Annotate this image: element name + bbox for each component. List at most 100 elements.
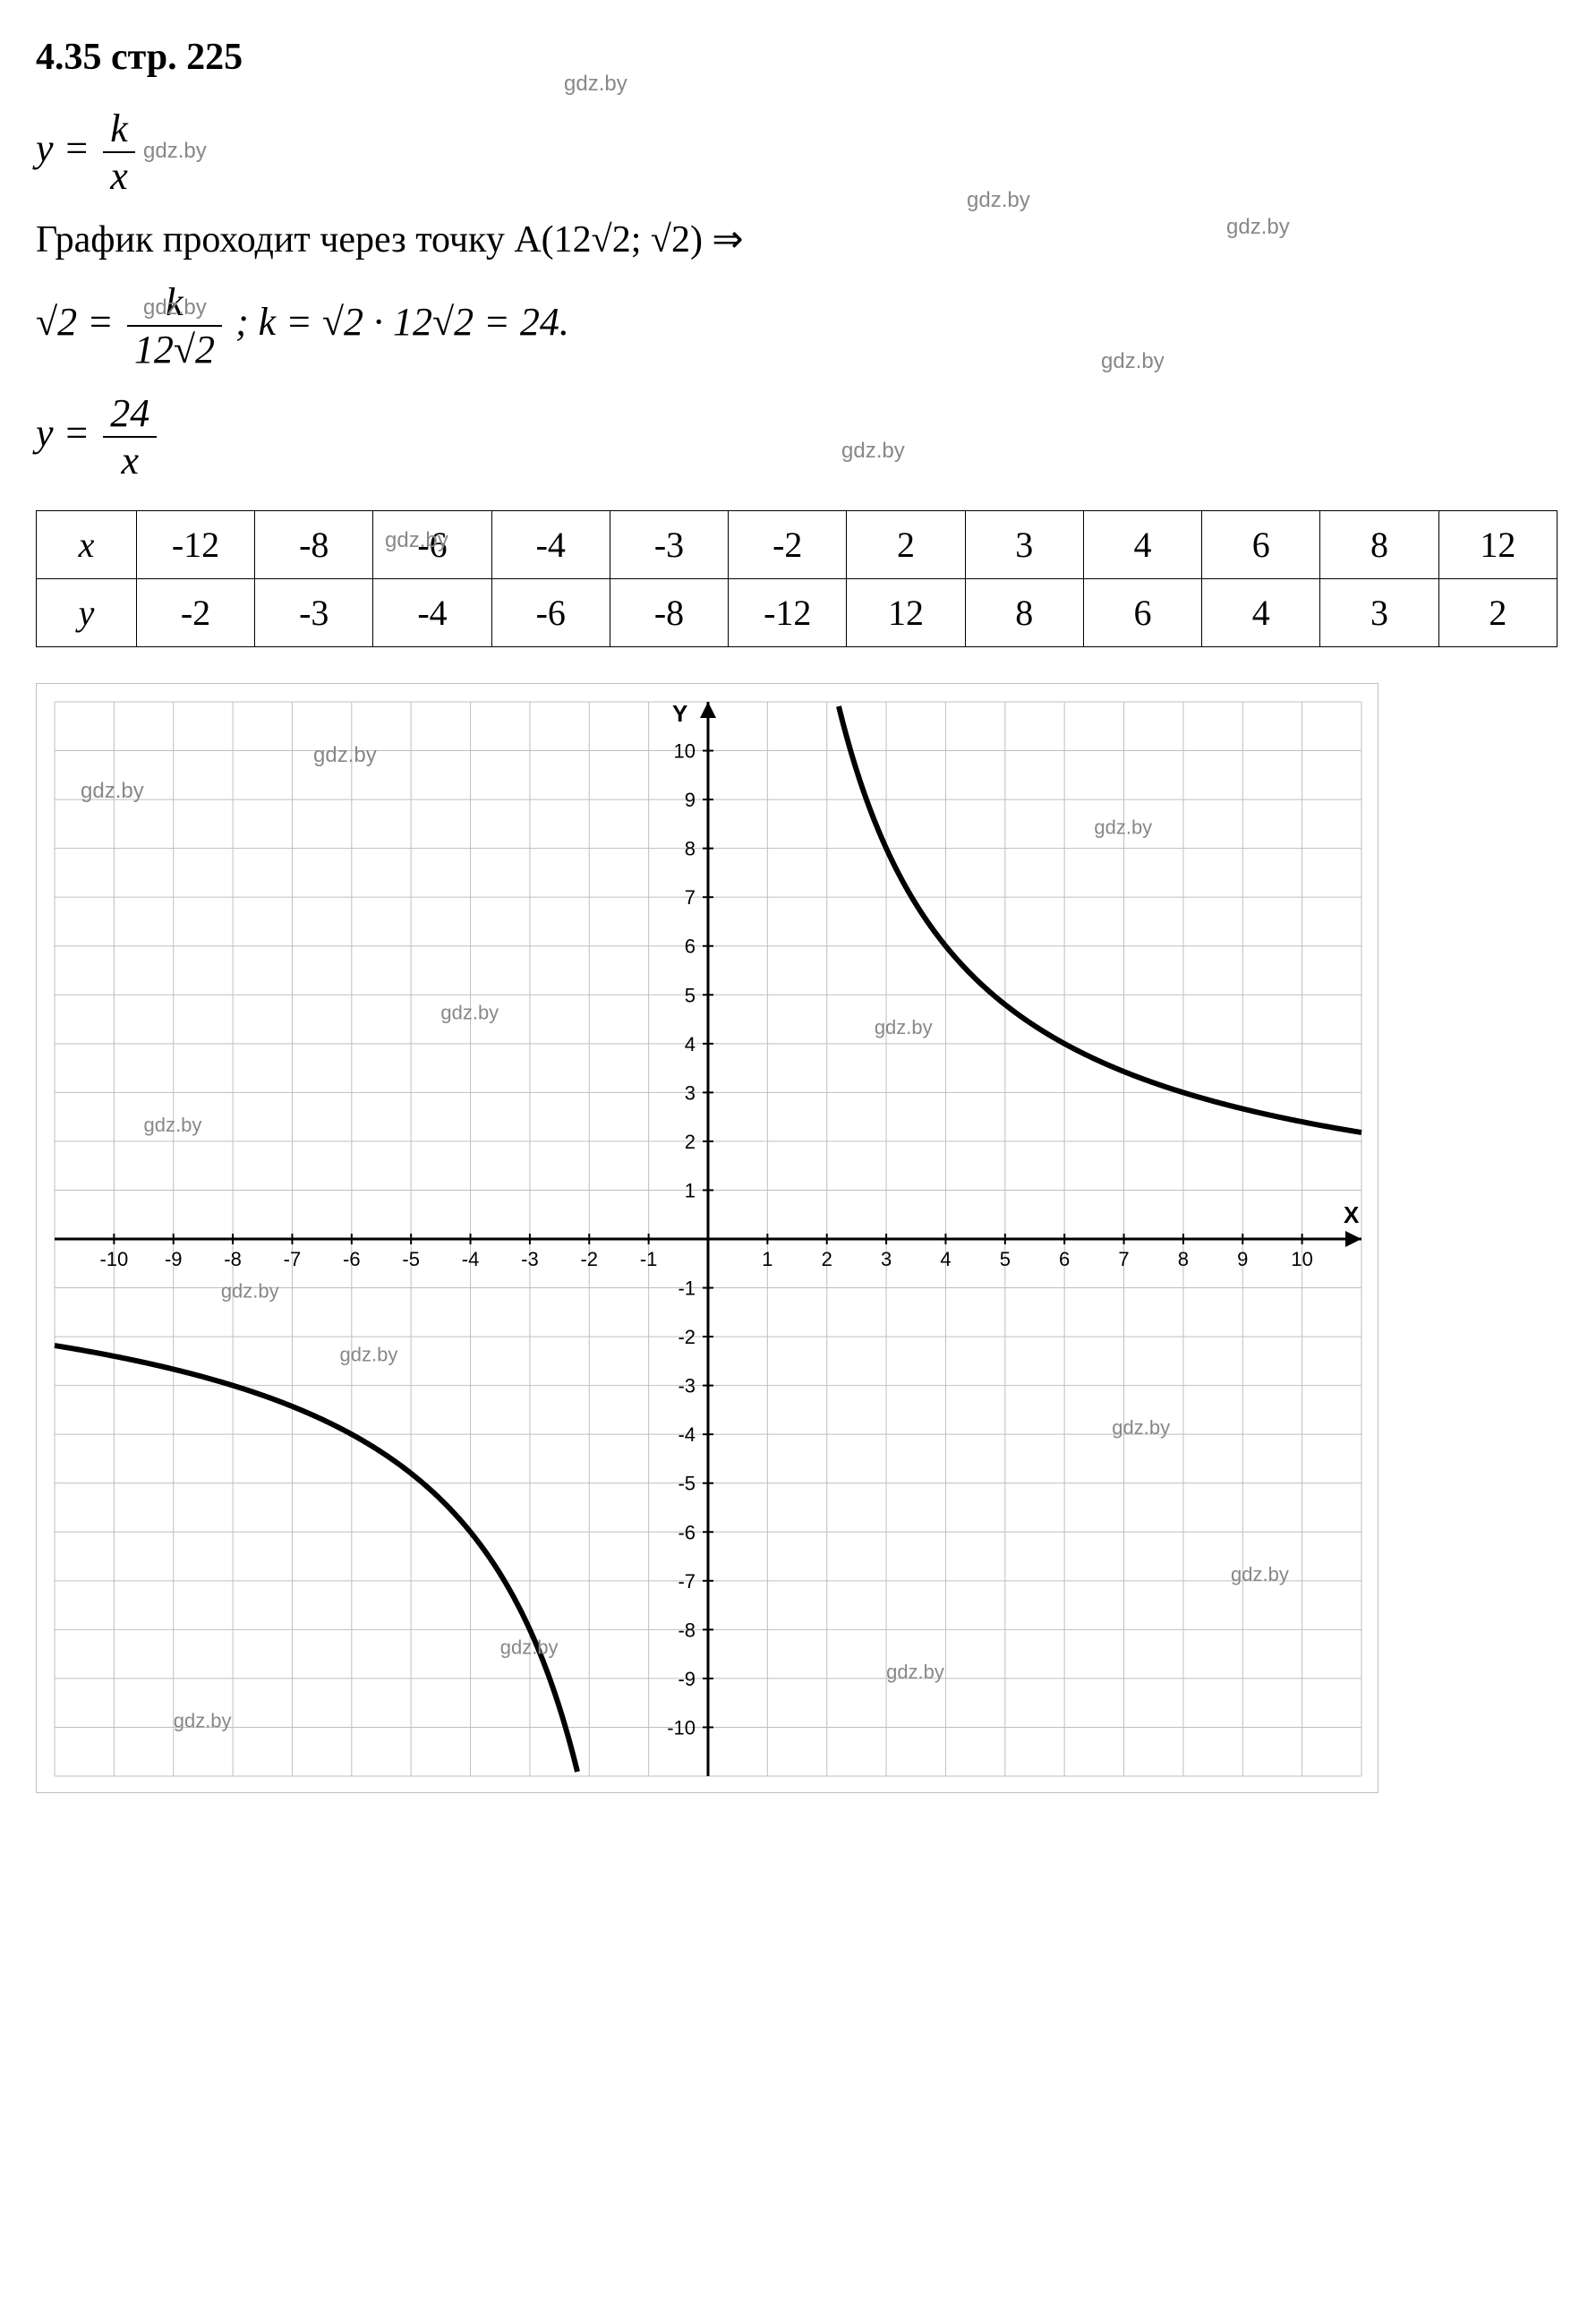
y-tick-label: 9: [685, 789, 696, 811]
denominator: 12√2: [127, 327, 222, 372]
y-tick-label: -7: [678, 1570, 696, 1593]
y-tick-label: -1: [678, 1277, 696, 1300]
x-axis-label: X: [1344, 1201, 1360, 1228]
table-cell: -2: [136, 579, 254, 647]
fraction: k 12√2: [127, 279, 222, 372]
x-tick-label: 4: [940, 1248, 951, 1270]
numerator: k: [127, 279, 222, 327]
watermark: gdz.by: [1112, 1416, 1170, 1439]
x-tick-label: 1: [762, 1248, 772, 1270]
y-tick-label: 7: [685, 886, 696, 909]
x-tick-label: -9: [165, 1248, 183, 1270]
table-cell: -3: [255, 579, 373, 647]
formula-y-k-x: y = k x: [36, 106, 1560, 199]
y-tick-label: -9: [678, 1668, 696, 1690]
y-tick-label: 10: [674, 740, 696, 763]
numerator: 24: [103, 390, 157, 438]
y-tick-label: -5: [678, 1473, 696, 1495]
f1-lhs: y =: [36, 126, 90, 170]
watermark: gdz.by: [174, 1709, 232, 1731]
watermark: gdz.by: [144, 1114, 202, 1136]
table-cell: -12: [729, 579, 847, 647]
table-cell: -6: [491, 579, 610, 647]
y-tick-label: -8: [678, 1619, 696, 1641]
table-cell: -8: [255, 511, 373, 579]
curve-positive-branch: [839, 706, 1361, 1132]
formula-solve-k: √2 = k 12√2 ; k = √2 · 12√2 = 24.: [36, 279, 1560, 372]
watermark: gdz.by: [221, 1279, 279, 1302]
y-tick-label: 8: [685, 838, 696, 860]
x-tick-label: 8: [1178, 1248, 1189, 1270]
f3-lhs: y =: [36, 411, 90, 455]
table-cell: 6: [1202, 511, 1320, 579]
y-tick-label: 2: [685, 1131, 696, 1153]
table-header-x: x: [37, 511, 137, 579]
y-tick-label: -2: [678, 1326, 696, 1348]
table-header-y: y: [37, 579, 137, 647]
table-row: y -2-3-4-6-8-121286432: [37, 579, 1558, 647]
watermark: gdz.by: [1231, 1563, 1289, 1585]
table-cell: -3: [610, 511, 728, 579]
x-tick-label: -1: [640, 1248, 658, 1270]
y-axis-label: Y: [672, 700, 687, 727]
watermark: gdz.by: [340, 1343, 398, 1365]
x-tick-label: 9: [1237, 1248, 1248, 1270]
table-cell: 8: [1320, 511, 1438, 579]
numerator: k: [103, 106, 135, 153]
y-tick-label: -3: [678, 1375, 696, 1397]
x-tick-label: -3: [521, 1248, 539, 1270]
x-tick-label: 2: [822, 1248, 832, 1270]
y-tick-label: -10: [667, 1716, 696, 1739]
table-cell: 6: [1083, 579, 1201, 647]
formula-y-24-x: y = 24 x: [36, 390, 1560, 483]
watermark: gdz.by: [875, 1016, 933, 1038]
f2-pre: √2 =: [36, 300, 114, 344]
page-title: 4.35 стр. 225: [36, 36, 1560, 79]
fraction: k x: [103, 106, 135, 199]
x-tick-label: -6: [343, 1248, 361, 1270]
table-cell: -2: [729, 511, 847, 579]
fraction: 24 x: [103, 390, 157, 483]
table-cell: 2: [1438, 579, 1557, 647]
table-cell: -6: [373, 511, 491, 579]
arrowhead-icon: [1345, 1231, 1361, 1247]
watermark: gdz.by: [440, 1002, 499, 1024]
table-cell: -12: [136, 511, 254, 579]
y-tick-label: 6: [685, 936, 696, 958]
values-table: x -12-8-6-4-3-22346812 y -2-3-4-6-8-1212…: [36, 510, 1558, 647]
watermark: gdz.by: [500, 1636, 559, 1659]
y-tick-label: -6: [678, 1521, 696, 1543]
y-tick-label: 4: [685, 1033, 696, 1055]
hyperbola-chart: -10-9-8-7-6-5-4-3-2-112345678910-10-9-8-…: [36, 683, 1560, 1798]
denominator: x: [103, 153, 135, 199]
table-cell: -8: [610, 579, 728, 647]
x-tick-label: 5: [1000, 1248, 1011, 1270]
table-cell: 8: [965, 579, 1083, 647]
arrowhead-icon: [700, 702, 716, 718]
table-cell: 12: [847, 579, 965, 647]
table-row: x -12-8-6-4-3-22346812: [37, 511, 1558, 579]
table-cell: -4: [491, 511, 610, 579]
table-cell: 3: [1320, 579, 1438, 647]
x-tick-label: -7: [284, 1248, 302, 1270]
x-tick-label: -5: [402, 1248, 420, 1270]
y-tick-label: 5: [685, 984, 696, 1006]
x-tick-label: -4: [462, 1248, 480, 1270]
table-cell: 12: [1438, 511, 1557, 579]
y-tick-label: 3: [685, 1081, 696, 1104]
page-content: 4.35 стр. 225 gdz.by gdz.by gdz.by gdz.by gd…: [36, 36, 1560, 1798]
x-tick-label: -10: [99, 1248, 128, 1270]
table-cell: 4: [1202, 579, 1320, 647]
y-tick-label: 1: [685, 1179, 696, 1201]
y-tick-label: -4: [678, 1423, 696, 1446]
x-tick-label: 7: [1118, 1248, 1129, 1270]
x-tick-label: 6: [1059, 1248, 1070, 1270]
watermark: gdz.by: [1094, 816, 1152, 838]
chart-svg: -10-9-8-7-6-5-4-3-2-112345678910-10-9-8-…: [36, 683, 1378, 1793]
curve-negative-branch: [55, 1346, 577, 1772]
x-tick-label: -2: [580, 1248, 598, 1270]
table-cell: 3: [965, 511, 1083, 579]
x-tick-label: 10: [1291, 1248, 1312, 1270]
denominator: x: [103, 438, 157, 483]
text-graph-through-point: График проходит через точку A(12√2; √2) …: [36, 217, 1560, 261]
